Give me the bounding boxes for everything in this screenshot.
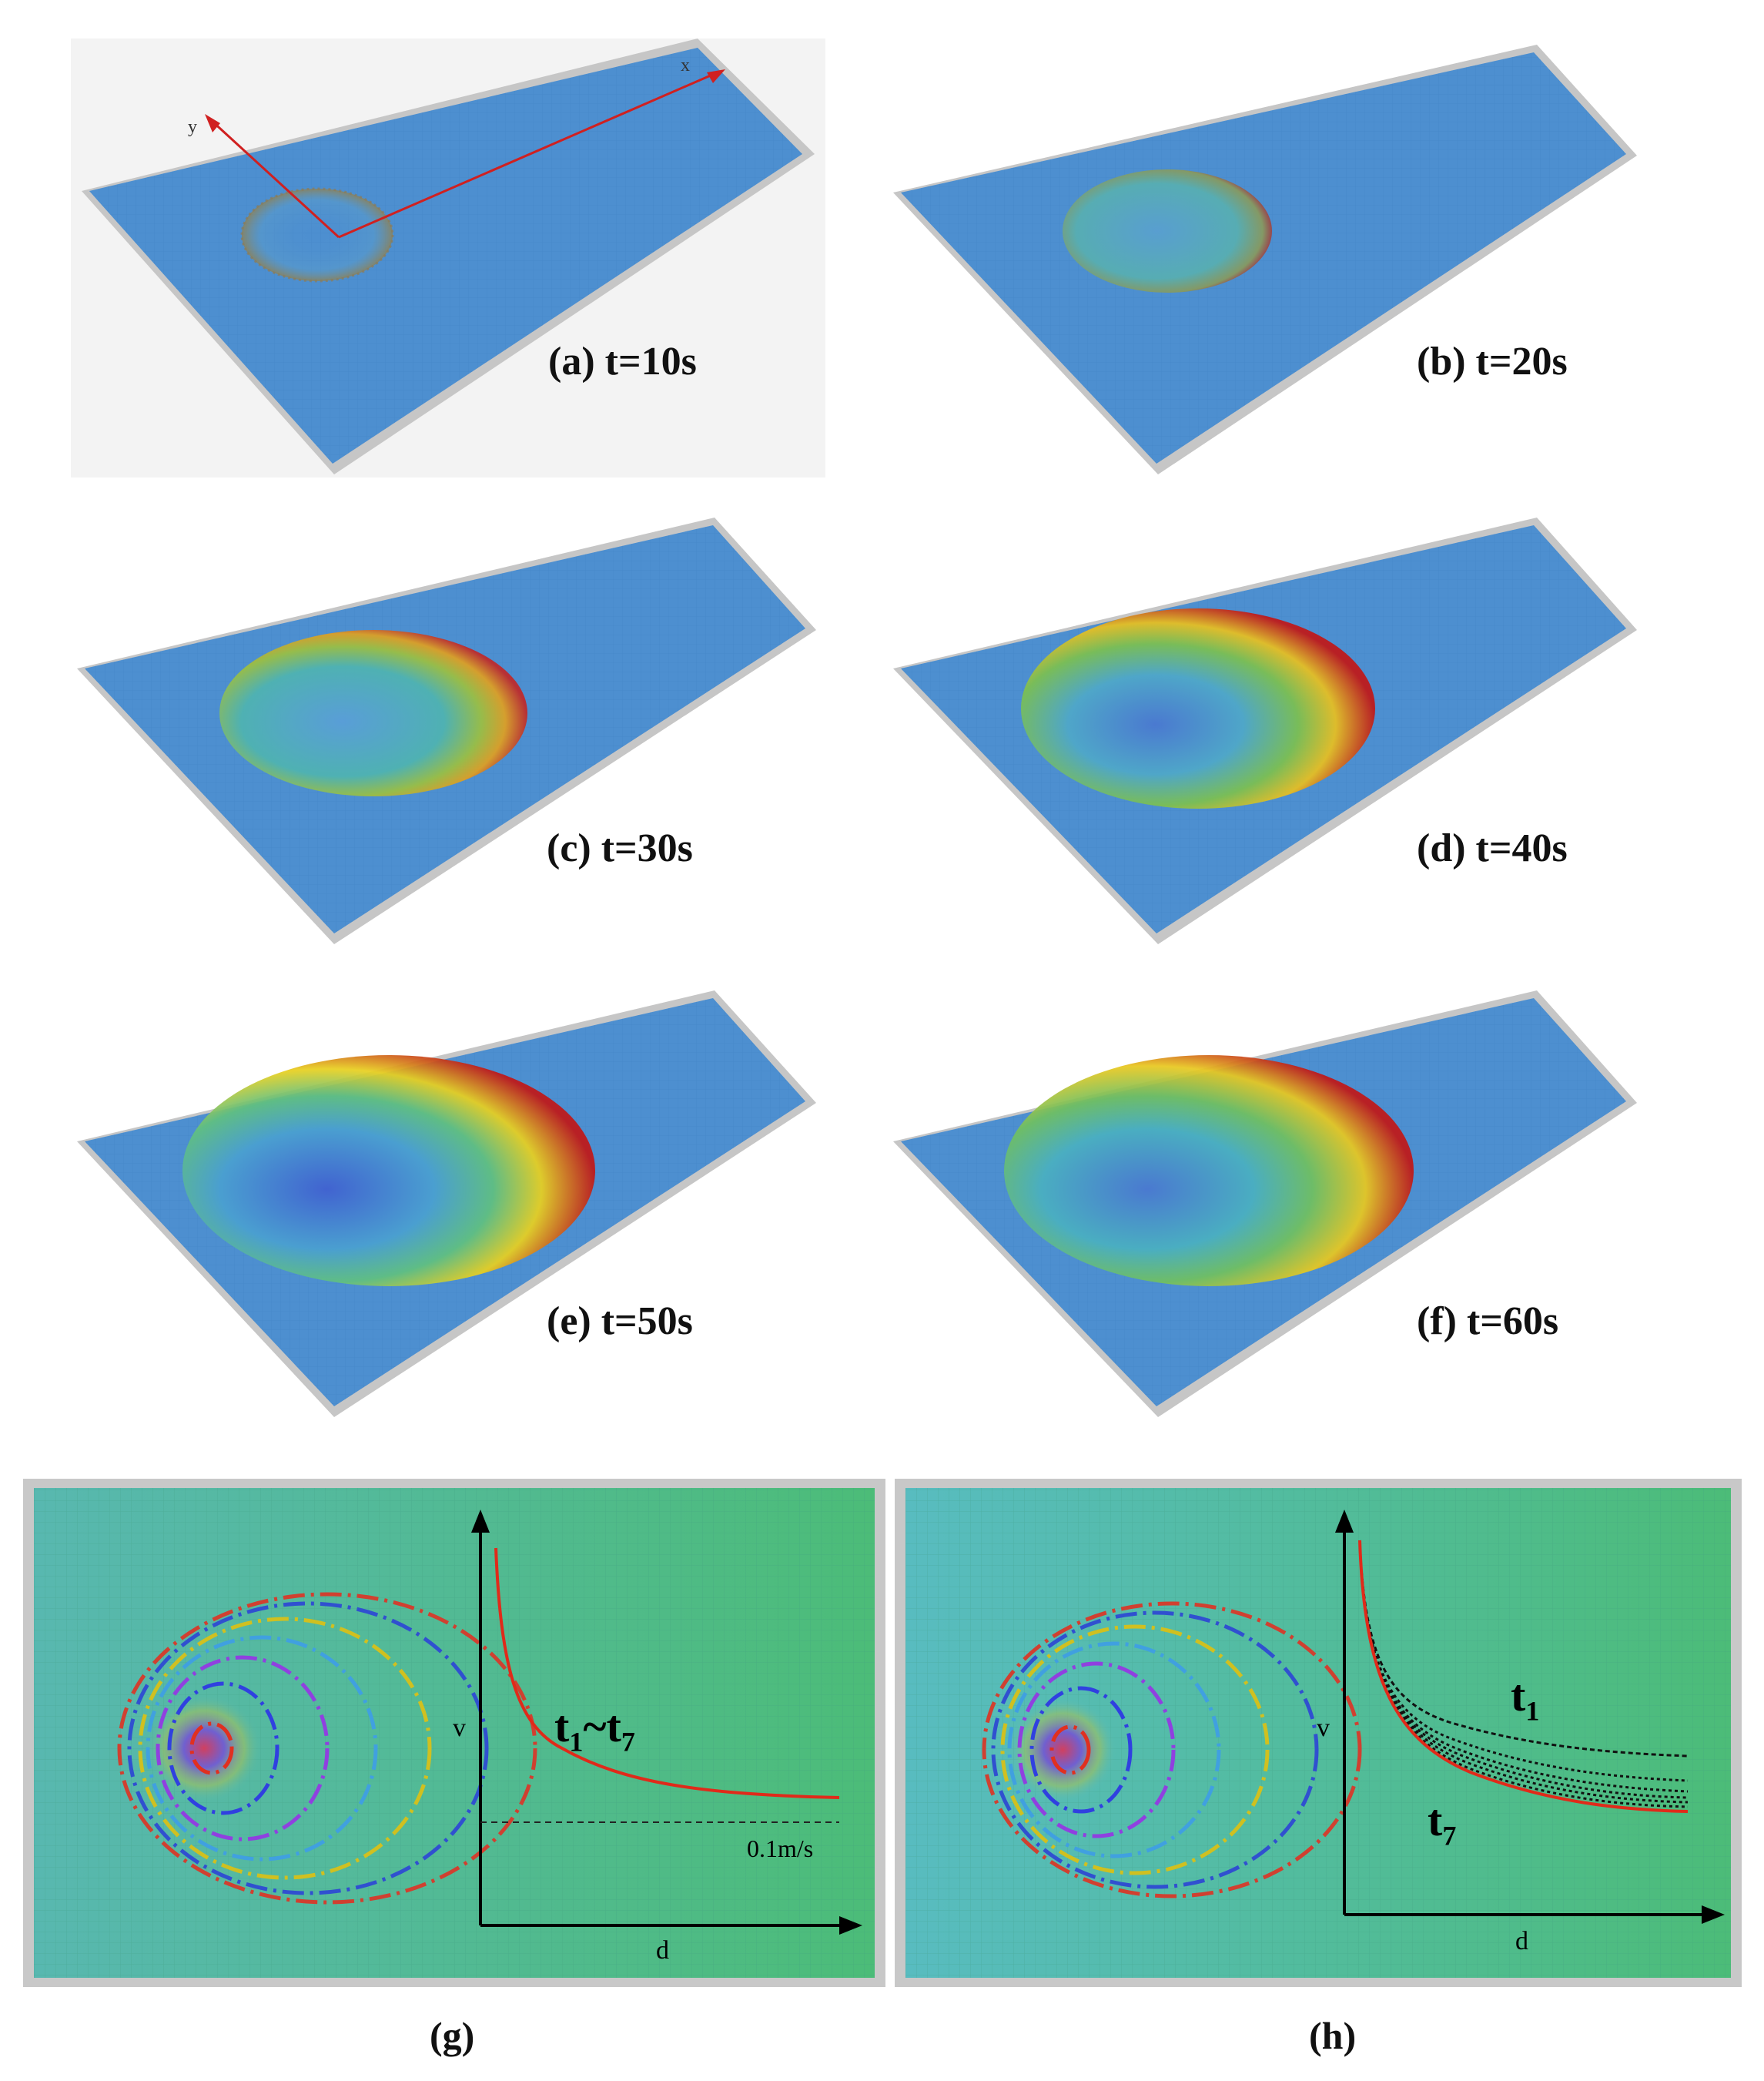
h-t1-sub: 1 [1525, 1695, 1540, 1727]
spill-region [1004, 1055, 1414, 1286]
panel-h-label: (h) [1309, 2014, 1357, 2057]
panel-e: (e) t=50s [77, 987, 839, 1419]
g-curve-label-main: t [554, 1701, 570, 1751]
g-reference-label: 0.1m/s [747, 1835, 814, 1862]
panel-e-caption: (e) t=50s [547, 1299, 693, 1343]
panel-f: (f) t=60s [893, 987, 1709, 1419]
panel-c: (c) t=30s [77, 514, 839, 946]
panel-b: (b) t=20s [893, 39, 1709, 478]
h-ylabel: v [1317, 1714, 1330, 1742]
panel-f-caption: (f) t=60s [1417, 1299, 1559, 1343]
h-t1-label: t1 [1511, 1670, 1539, 1727]
x-axis-arrow [338, 71, 718, 239]
spill-region [182, 1055, 595, 1286]
panel-a-render: x y [71, 39, 825, 478]
panel-g-render [23, 1479, 885, 1987]
spill-region [1063, 169, 1272, 293]
h-t7-sub: 7 [1442, 1820, 1457, 1851]
panel-d-caption: (d) t=40s [1417, 826, 1568, 870]
g-ylabel: v [453, 1714, 466, 1742]
x-axis-label: x [681, 55, 690, 75]
panel-g: v d t1~t7 0.1m/s [23, 1479, 885, 1987]
y-axis-label: y [188, 117, 197, 137]
panel-h: v d t1 t7 [895, 1479, 1742, 1987]
g-xlabel: d [656, 1936, 669, 1965]
source-glow [1009, 1697, 1116, 1802]
g-curve-label-sub1: 1 [569, 1726, 584, 1758]
panel-f-render [893, 990, 1637, 1417]
panel-b-render [893, 45, 1637, 474]
g-curve-label-sub2: 7 [621, 1726, 635, 1758]
panel-e-render [77, 990, 816, 1417]
h-velocity-curves [1358, 1540, 1689, 1813]
h-xlabel: d [1515, 1927, 1528, 1955]
h-t7-label: t7 [1428, 1794, 1456, 1852]
panel-g-label: (g) [430, 2014, 475, 2057]
panel-c-render [77, 518, 816, 944]
y-axis-arrow [209, 119, 340, 239]
g-velocity-curve [494, 1547, 840, 1799]
spread-contours [117, 1592, 537, 1905]
panel-a: x y (a) t=10s [71, 39, 825, 478]
panel-c-caption: (c) t=30s [547, 826, 693, 870]
h-t7-main: t [1428, 1795, 1443, 1845]
panel-d-render [893, 518, 1637, 944]
spill-region [242, 189, 393, 281]
panel-b-caption: (b) t=20s [1417, 340, 1568, 384]
g-curve-label: t1~t7 [554, 1701, 635, 1758]
spill-region [219, 630, 527, 796]
panel-a-caption: (a) t=10s [548, 340, 697, 384]
panel-d: (d) t=40s [893, 514, 1709, 946]
panel-h-render [895, 1479, 1742, 1987]
spill-region [1021, 608, 1375, 809]
h-t1-main: t [1511, 1670, 1526, 1721]
g-curve-label-tilde: ~t [583, 1701, 621, 1751]
spread-contours [982, 1601, 1362, 1898]
